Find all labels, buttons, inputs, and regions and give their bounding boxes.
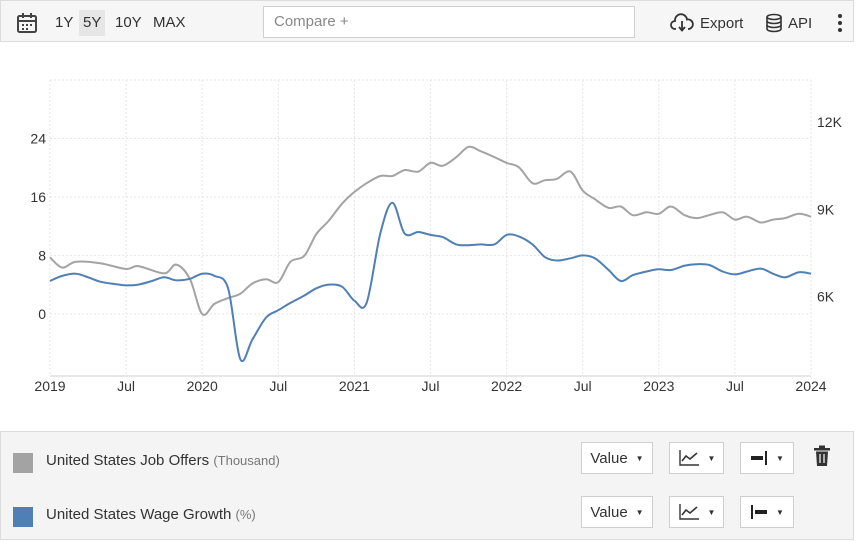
range-1y-button[interactable]: 1Y (55, 14, 74, 31)
x-tick-label: 2021 (339, 378, 370, 394)
x-tick-label: 2023 (643, 378, 674, 394)
database-icon (766, 13, 782, 33)
value-dropdown[interactable]: Value ▼ (581, 442, 653, 474)
series-line-wage-growth (49, 201, 812, 363)
left-tick-label: 8 (38, 247, 46, 263)
right-axis: 15K 12K 9K 6K (817, 42, 843, 305)
axis-side-dropdown[interactable]: ▼ (740, 442, 794, 474)
series-lines (49, 145, 812, 363)
axis-side-dropdown[interactable]: ▼ (740, 496, 794, 528)
api-button[interactable]: API (765, 9, 812, 37)
x-axis: 2019 Jul 2020 Jul 2021 Jul 2022 Jul 2023 Jul 2024 (34, 378, 826, 394)
left-axis-icon (751, 505, 768, 519)
compare-input[interactable]: Compare + (263, 6, 635, 38)
x-tick-label: Jul (726, 378, 744, 394)
range-5y-button[interactable]: 5Y (79, 10, 106, 36)
range-max-button[interactable]: MAX (153, 14, 186, 31)
chart-type-dropdown[interactable]: ▼ (669, 442, 724, 474)
cloud-download-icon (670, 13, 694, 32)
right-axis-icon (751, 451, 768, 465)
chart-type-dropdown[interactable]: ▼ (669, 496, 724, 528)
value-dropdown[interactable]: Value ▼ (581, 496, 653, 528)
chart-toolbar: 1Y 5Y 10Y MAX Compare + Export API (0, 0, 854, 42)
x-tick-label: Jul (422, 378, 440, 394)
legend-swatch-job-offers[interactable] (13, 453, 33, 473)
export-label: Export (700, 14, 744, 32)
api-label: API (788, 14, 813, 32)
legend-label-job-offers[interactable]: United States Job Offers (Thousand) (46, 452, 280, 469)
left-tick-label: 16 (30, 189, 46, 205)
x-tick-label: 2022 (491, 378, 522, 394)
legend-row-job-offers: United States Job Offers (Thousand) Valu… (1, 442, 853, 482)
x-tick-label: Jul (117, 378, 135, 394)
left-tick-label: 24 (30, 130, 46, 146)
right-tick-label: 12K (817, 114, 843, 130)
calendar-icon[interactable] (15, 11, 39, 35)
legend-row-wage-growth: United States Wage Growth (%) Value ▼ ▼ ▼ (1, 496, 853, 536)
legend-panel: United States Job Offers (Thousand) Valu… (0, 431, 854, 540)
series-line-job-offers (49, 145, 812, 316)
trash-icon[interactable] (813, 445, 831, 467)
x-tick-label: Jul (269, 378, 287, 394)
legend-label-wage-growth[interactable]: United States Wage Growth (%) (46, 506, 256, 523)
line-chart-icon (678, 450, 699, 466)
x-tick-label: 2019 (34, 378, 65, 394)
x-tick-label: Jul (574, 378, 592, 394)
range-10y-button[interactable]: 10Y (115, 14, 142, 31)
right-tick-label: 9K (817, 201, 835, 217)
right-tick-label: 15K (817, 42, 843, 43)
more-vertical-icon[interactable] (835, 13, 845, 33)
chart-grid (49, 79, 812, 377)
line-chart-icon (678, 504, 699, 520)
legend-swatch-wage-growth[interactable] (13, 507, 33, 527)
left-tick-label: 0 (38, 306, 46, 322)
right-tick-label: 6K (817, 289, 835, 305)
export-button[interactable]: Export (670, 9, 743, 37)
x-tick-label: 2020 (187, 378, 218, 394)
x-tick-label: 2024 (795, 378, 826, 394)
left-axis: 24 16 8 0 (30, 130, 46, 321)
